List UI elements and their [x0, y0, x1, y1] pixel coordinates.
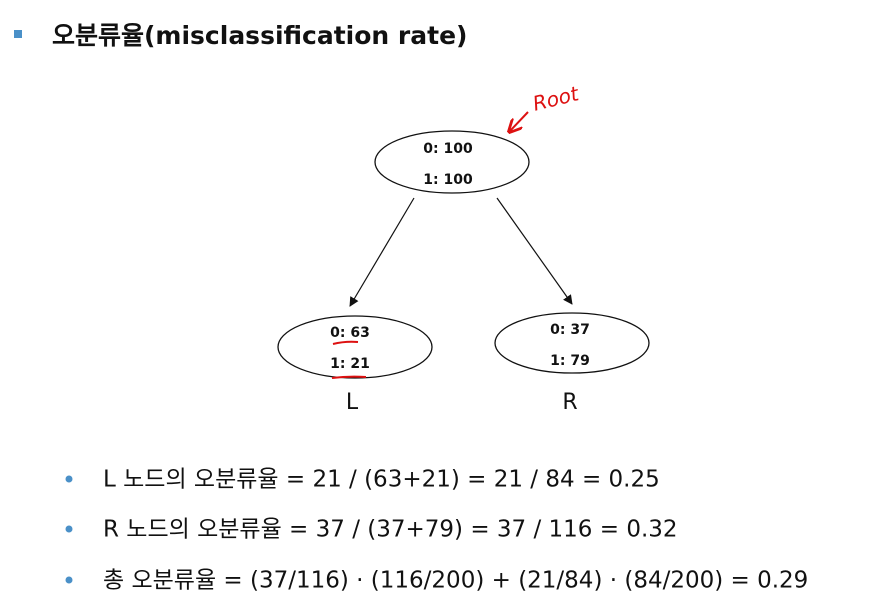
- node-count: 1: 21: [330, 356, 370, 372]
- edge: [496, 197, 573, 305]
- bullet-text: L 노드의 오분류율 = 21 / (63+21) = 21 / 84 = 0.…: [103, 467, 660, 493]
- node-count: 1: 100: [423, 172, 473, 188]
- node-count: 0: 37: [550, 322, 590, 338]
- node-count: 1: 79: [550, 353, 590, 369]
- left-node: [277, 315, 433, 379]
- bullet-dot: [65, 475, 73, 483]
- node-count: 0: 100: [423, 141, 473, 157]
- title-bullet: [14, 30, 22, 38]
- bullet-dot: [65, 576, 73, 584]
- node-label: R: [562, 390, 577, 415]
- bullet-text: R 노드의 오분류율 = 37 / (37+79) = 37 / 116 = 0…: [103, 517, 678, 543]
- edge: [349, 197, 415, 307]
- right-node: [494, 312, 650, 374]
- node-count: 0: 63: [330, 325, 370, 341]
- node-label: L: [346, 390, 359, 415]
- root-pointer: [510, 111, 529, 131]
- slide-title: 오분류율(misclassification rate): [52, 21, 467, 50]
- root-node: [374, 130, 530, 194]
- bullet-text: 총 오분류율 = (37/116) · (116/200) + (21/84) …: [103, 568, 808, 594]
- root-annotation: Root: [530, 81, 582, 116]
- red-underline: [331, 375, 367, 379]
- red-underline: [332, 340, 359, 345]
- bullet-dot: [65, 525, 73, 533]
